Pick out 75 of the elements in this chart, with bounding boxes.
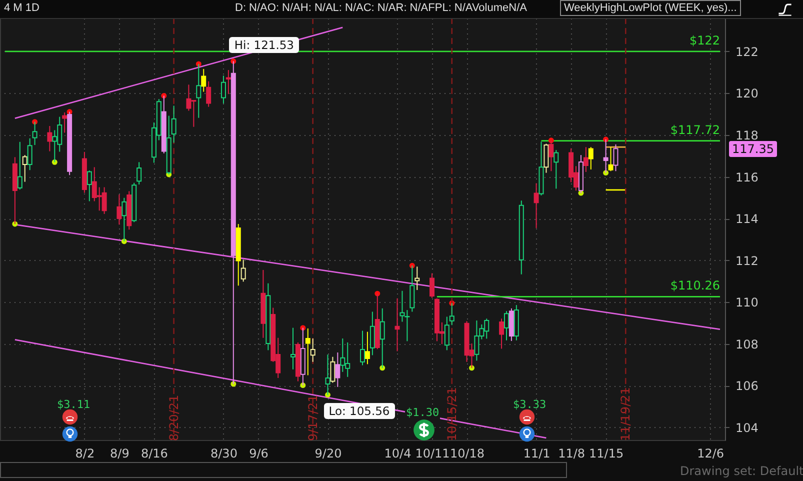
candlestick [534,182,539,229]
candlestick [370,311,375,356]
candlestick [206,80,212,108]
x-tick-label: 11/1 [523,446,550,460]
candlestick [583,146,588,172]
ref-line-label: 11/19/21 [618,387,633,441]
series-label: $110.26 [670,278,720,293]
candlestick [196,63,202,118]
candlestick [394,298,400,352]
candlestick [290,327,296,370]
candlestick [613,144,618,172]
y-tick-label: 108 [736,337,758,352]
x-tick-label: 11/15 [589,446,624,460]
x-tick-label: 8/9 [110,446,130,460]
candlestick [47,126,52,152]
x-tick-label: 9/20 [314,446,342,460]
y-tick-label: 106 [736,379,758,394]
candlestick [444,316,450,351]
y-tick-label: 116 [736,170,758,184]
series-label: $122 [689,33,720,48]
series-label: $117.72 [670,122,720,137]
candlestick [548,140,554,172]
candlestick [414,266,420,290]
candlestick [32,121,38,146]
ref-line-label: 9/17/21 [306,394,320,441]
y-tick-label: 118 [736,128,758,142]
x-tick-label: 11/8 [558,446,586,460]
candlestick [554,150,559,190]
candlestick [240,259,246,282]
x-tick-label: 10/18 [450,446,485,460]
x-tick-label: 10/4 [384,446,412,460]
candlestick [136,162,142,185]
text: WeeklyHighLowPlot (WEEK, yes)... [560,0,741,16]
candlestick [499,318,504,350]
candlestick [400,290,405,322]
chart-title: 4 M 1D [4,2,40,14]
y-tick-label: 110 [736,296,758,310]
candlestick [364,331,370,365]
candlestick [588,146,594,170]
y-tick-label: 114 [736,212,758,226]
x-tick-label: 12/6 [697,446,724,460]
x-tick-label: 8/2 [75,446,95,460]
x-tick-label: 8/16 [140,446,168,460]
candlestick [310,338,316,362]
ref-line-label: 10/15/21 [444,387,459,441]
candlestick [608,146,614,172]
candlestick [116,194,122,226]
candlestick [305,328,310,376]
y-tick-label: 112 [736,254,758,268]
candlestick [504,310,509,341]
x-tick-label: 9/6 [249,446,268,460]
y-tick-label: 122 [736,44,758,59]
candlestick [17,141,22,190]
candlestick [226,70,231,95]
y-tick-label: 120 [736,86,758,101]
x-tick-label: 10/11 [415,446,450,460]
annotation: Hi: 121.53 [229,37,300,54]
candlestick [62,112,68,134]
candlestick [360,330,365,366]
text: 117.35 [729,140,777,157]
y-tick-label: 104 [736,420,758,435]
candlestick [220,75,226,104]
candlestick [335,352,340,388]
x-tick-label: 8/30 [210,446,238,460]
ref-line-label: 8/20/21 [166,394,181,441]
annotation: $3.33 [513,398,546,411]
text: D: N/AO: N/AH: N/AL: N/AC: N/AR: N/AFPL: N/AVolumeN/A [235,2,527,14]
candlestick [201,68,206,92]
candlestick [430,272,435,298]
annotation: $3.11 [57,398,90,411]
candlestick [86,170,92,202]
candlestick [404,310,410,342]
annotation: Lo: 105.56 [324,402,395,419]
annotation: $1.30 [405,405,440,420]
candlestick [171,105,176,144]
